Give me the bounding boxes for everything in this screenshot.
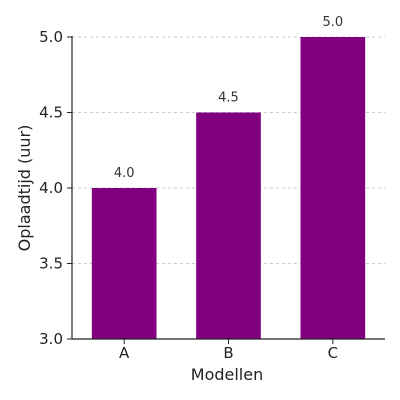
data-label-C: 5.0 [322, 15, 343, 30]
bars [91, 37, 366, 339]
y-axis-title: Oplaadtijd (uur) [15, 125, 34, 252]
bar-A [91, 188, 157, 339]
bar-C [300, 37, 366, 339]
y-tick-label: 3.5 [39, 255, 63, 273]
y-tick-label: 4.0 [39, 179, 63, 197]
data-labels: 4.0 4.5 5.0 [114, 15, 343, 181]
x-axis-title: Modellen [191, 365, 263, 384]
y-tick-label: 3.0 [39, 330, 63, 348]
y-tick-label: 5.0 [39, 28, 63, 46]
x-tick-label: C [328, 344, 338, 362]
data-label-B: 4.5 [218, 91, 239, 106]
bar-B [196, 112, 261, 339]
x-ticks: A B C [119, 339, 338, 362]
y-tick-label: 4.5 [39, 104, 63, 122]
x-tick-label: A [119, 344, 130, 362]
data-label-A: 4.0 [114, 166, 135, 181]
y-ticks: 3.0 3.5 4.0 4.5 5.0 [39, 28, 72, 348]
x-tick-label: B [223, 344, 233, 362]
